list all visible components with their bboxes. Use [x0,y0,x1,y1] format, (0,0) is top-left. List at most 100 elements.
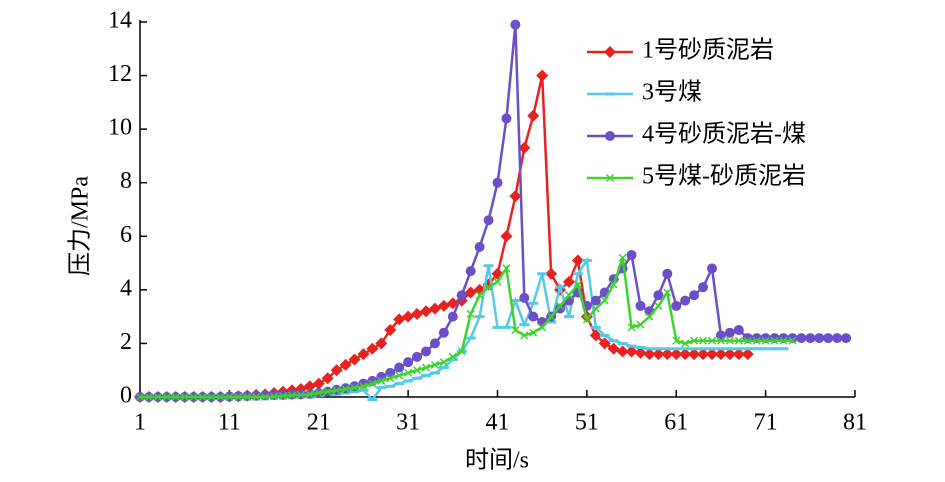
marker [321,372,334,385]
marker [680,295,691,306]
marker [501,113,512,124]
marker [743,336,752,345]
marker [251,390,262,401]
marker [357,348,370,361]
marker [625,345,638,358]
marker [527,109,540,122]
marker [465,266,476,277]
marker [509,190,522,203]
marker [421,363,431,372]
marker [600,296,609,305]
marker [609,280,618,289]
marker [605,173,615,183]
marker [402,310,415,323]
marker [529,328,538,337]
marker [590,295,601,306]
marker [366,342,379,355]
marker [368,379,377,388]
x-tick-label: 71 [754,410,778,436]
x-tick-label: 31 [396,410,420,436]
marker [645,312,654,321]
marker [189,392,198,402]
marker [483,215,494,226]
marker [393,313,406,326]
marker [428,302,441,315]
marker [207,392,216,402]
marker [573,280,582,289]
marker [663,288,672,297]
series-line [140,257,793,399]
marker [348,353,361,366]
marker [556,301,565,310]
marker [457,347,466,356]
marker [464,286,477,299]
marker [395,371,404,380]
marker [636,320,645,329]
marker [627,323,636,332]
marker [330,364,343,377]
marker [689,290,700,301]
marker [706,348,718,361]
marker [796,333,807,344]
marker [412,351,423,362]
marker [430,360,439,369]
marker [671,300,682,311]
marker [814,333,825,344]
marker [741,348,754,361]
y-tick-label: 4 [120,275,132,301]
marker [725,336,734,345]
marker [653,290,664,301]
marker [697,348,710,361]
marker [681,339,690,348]
marker [571,254,584,267]
marker [135,392,145,402]
marker [699,336,708,345]
marker [243,392,252,402]
marker [314,388,323,398]
marker [519,292,530,303]
y-tick-label: 14 [108,8,132,34]
marker [312,377,325,390]
marker [252,392,261,402]
legend-label: 4号砂质泥岩-煤 [642,121,806,148]
marker [305,390,314,399]
marker [698,282,709,293]
y-tick-label: 10 [108,115,132,141]
marker [153,392,162,402]
marker [287,391,296,400]
marker [278,391,288,400]
marker [394,362,405,373]
marker [591,304,600,313]
marker [670,348,683,361]
marker [626,250,637,261]
marker [832,333,843,344]
marker [359,382,368,391]
marker [518,141,531,154]
marker [171,392,180,402]
marker [716,336,725,345]
legend-label: 3号煤 [642,79,702,106]
marker [411,307,424,320]
marker [438,327,449,338]
marker [607,342,620,355]
marker [511,326,520,335]
series-line [140,256,784,402]
marker [661,348,674,361]
marker [341,384,350,393]
marker [180,392,189,402]
marker [492,177,503,188]
marker [520,331,529,340]
marker [403,357,414,368]
marker [404,368,413,377]
marker [545,267,558,280]
marker [384,324,397,337]
marker [225,392,234,402]
marker [270,392,279,401]
marker [493,277,502,286]
marker [604,46,616,58]
marker [510,19,521,30]
marker [652,348,665,361]
marker [805,333,816,344]
marker [707,263,717,274]
